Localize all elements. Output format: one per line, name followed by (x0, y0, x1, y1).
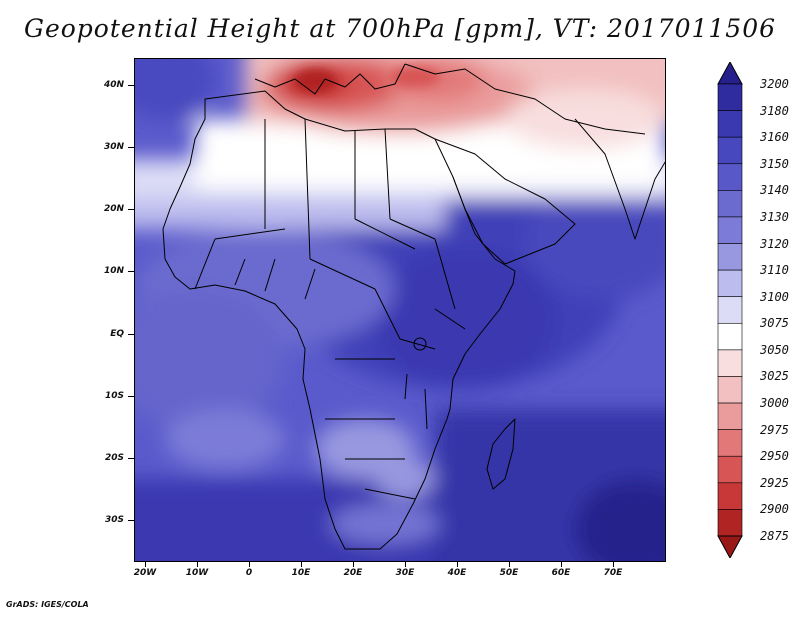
lon-label-60e: 60E (551, 568, 571, 578)
lat-tick (128, 85, 134, 86)
colorbar-box (717, 376, 743, 404)
colorbar-level-label: 3100 (760, 289, 789, 304)
colorbar-level-label: 3130 (760, 209, 789, 224)
lon-tick (249, 561, 250, 567)
colorbar-box (717, 243, 743, 271)
colorbar-box (717, 216, 743, 244)
lat-label-eq: EQ (110, 329, 124, 339)
lat-label-10s: 10S (104, 391, 124, 401)
lon-tick (353, 561, 354, 567)
colorbar-level-label: 2975 (760, 422, 789, 437)
colorbar-box (717, 349, 743, 377)
colorbar-level-label: 3200 (760, 77, 789, 91)
colorbar-box (717, 136, 743, 165)
lat-label-20s: 20S (104, 453, 124, 463)
lon-tick (197, 561, 198, 567)
lat-label-20n: 20N (103, 204, 124, 214)
lat-tick (128, 271, 134, 272)
footer-credit: GrADS: IGES/COLA (6, 600, 89, 609)
colorbar-level-label: 3110 (760, 263, 789, 278)
colorbar-level-label: 3150 (760, 156, 789, 171)
lon-label-10w: 10W (185, 568, 209, 578)
lat-tick (128, 147, 134, 148)
lat-tick (128, 334, 134, 335)
lon-tick (405, 561, 406, 567)
lat-tick (128, 396, 134, 397)
colorbar-box (717, 296, 743, 324)
lat-label-40n: 40N (103, 80, 124, 90)
colorbar-level-label: 2925 (760, 475, 789, 490)
lon-tick (509, 561, 510, 567)
lon-label-0: 0 (245, 568, 253, 578)
colorbar-level-label: 2950 (760, 449, 789, 464)
lon-label-70e: 70E (603, 568, 623, 578)
lon-tick (613, 561, 614, 567)
colorbar-level-label: 3025 (760, 369, 789, 384)
lon-tick (301, 561, 302, 567)
colorbar-box (717, 429, 743, 457)
lat-label-10n: 10N (103, 266, 124, 276)
height-field-map (135, 59, 665, 561)
colorbar-box (717, 402, 743, 430)
lon-label-50e: 50E (499, 568, 519, 578)
colorbar-level-label: 2875 (760, 529, 789, 543)
lat-label-30n: 30N (103, 142, 124, 152)
colorbar-level-label: 3120 (760, 236, 789, 251)
lat-tick (128, 209, 134, 210)
colorbar-box (717, 322, 743, 351)
colorbar (717, 62, 743, 558)
lat-tick (128, 520, 134, 521)
colorbar-level-label: 3160 (760, 130, 789, 145)
colorbar-top-arrow (717, 62, 743, 85)
colorbar-level-label: 3180 (760, 103, 789, 118)
colorbar-box (717, 110, 743, 138)
colorbar-bottom-arrow (717, 535, 743, 558)
lon-tick (145, 561, 146, 567)
colorbar-level-label: 3050 (760, 342, 789, 357)
map-panel (134, 58, 666, 562)
colorbar-box (717, 269, 743, 298)
colorbar-box (717, 190, 743, 218)
lon-label-30e: 30E (395, 568, 415, 578)
coastline-outline (162, 63, 665, 550)
colorbar-level-label: 3000 (760, 396, 789, 411)
map-title: Geopotential Height at 700hPa [gpm], VT:… (23, 14, 777, 43)
colorbar-box (717, 509, 743, 537)
lon-label-20w: 20W (133, 568, 157, 578)
lon-label-10e: 10E (291, 568, 311, 578)
lon-tick (457, 561, 458, 567)
colorbar-box (717, 83, 743, 111)
lat-tick (128, 458, 134, 459)
colorbar-level-label: 3140 (760, 183, 789, 198)
colorbar-level-label: 2900 (760, 502, 789, 517)
colorbar-box (717, 455, 743, 484)
lon-label-20e: 20E (343, 568, 363, 578)
lon-label-40e: 40E (447, 568, 467, 578)
lat-label-30s: 30S (104, 515, 124, 525)
colorbar-box (717, 482, 743, 510)
colorbar-box (717, 163, 743, 191)
lon-tick (561, 561, 562, 567)
colorbar-level-label: 3075 (760, 316, 789, 331)
